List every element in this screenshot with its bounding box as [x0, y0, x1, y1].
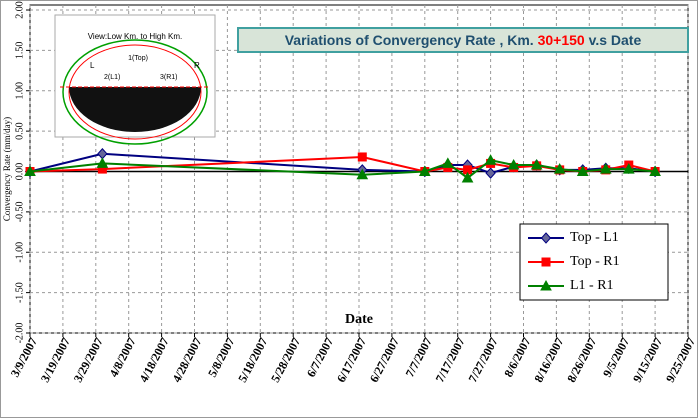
- title-part: 30+150: [538, 32, 585, 48]
- marker: [24, 165, 36, 176]
- marker: [540, 279, 552, 291]
- series-line: [29, 159, 656, 180]
- title-part: v.s Date: [585, 32, 642, 48]
- x-axis-label: Date: [345, 312, 373, 327]
- y-tick-label: 1.00: [14, 82, 25, 100]
- y-tick-label: 1.50: [14, 42, 25, 60]
- inset-label: 3(R1): [160, 74, 178, 81]
- marker: [541, 257, 551, 267]
- title-part: Variations of Convergency Rate , Km.: [285, 32, 538, 48]
- marker: [576, 165, 589, 176]
- series-layer: [24, 147, 661, 183]
- y-tick-label: -1.00: [14, 242, 25, 263]
- inset-label: View:Low Km. to High Km.: [88, 32, 183, 41]
- outer-ring: [62, 39, 208, 145]
- inset-label: 2(L1): [104, 74, 120, 81]
- marker: [649, 165, 661, 176]
- marker: [599, 163, 612, 174]
- legend-label: L1 - R1: [570, 278, 614, 293]
- y-tick-label: 0.50: [14, 122, 25, 140]
- marker: [461, 171, 474, 183]
- chart-title: Variations of Convergency Rate , Km. 30+…: [285, 32, 642, 48]
- inset-label: L: [90, 61, 95, 70]
- marker: [553, 163, 566, 174]
- marker: [507, 159, 520, 170]
- legend: Top - L1 Top - R1 L1 - R1: [519, 223, 669, 301]
- marker: [418, 165, 431, 176]
- legend-label: Top - R1: [570, 254, 620, 269]
- y-tick-label: 0.00: [14, 163, 25, 181]
- y-axis-label: Convergency Rate (mm/day): [2, 117, 12, 221]
- marker: [441, 157, 454, 168]
- legend-label: Top - L1: [570, 230, 619, 245]
- marker: [356, 168, 369, 180]
- marker: [484, 154, 497, 165]
- title-box: [237, 27, 689, 53]
- marker: [357, 152, 367, 162]
- lower-section: [69, 87, 201, 132]
- y-tick-label: -2.00: [14, 323, 25, 344]
- inset-label: 1(Top): [128, 55, 148, 62]
- y-tick-label: 2.00: [14, 1, 25, 19]
- marker: [622, 163, 635, 174]
- marker: [485, 167, 496, 179]
- inset-label: R: [194, 61, 200, 70]
- inner-ring: [68, 44, 202, 140]
- marker: [96, 157, 109, 168]
- y-tick-label: -0.50: [14, 201, 25, 222]
- marker: [540, 232, 552, 244]
- y-tick-label: -1.50: [14, 282, 25, 303]
- marker: [530, 159, 543, 170]
- inset-diagram: View:Low Km. to High Km. 1(Top) L R 2(L1…: [54, 14, 216, 145]
